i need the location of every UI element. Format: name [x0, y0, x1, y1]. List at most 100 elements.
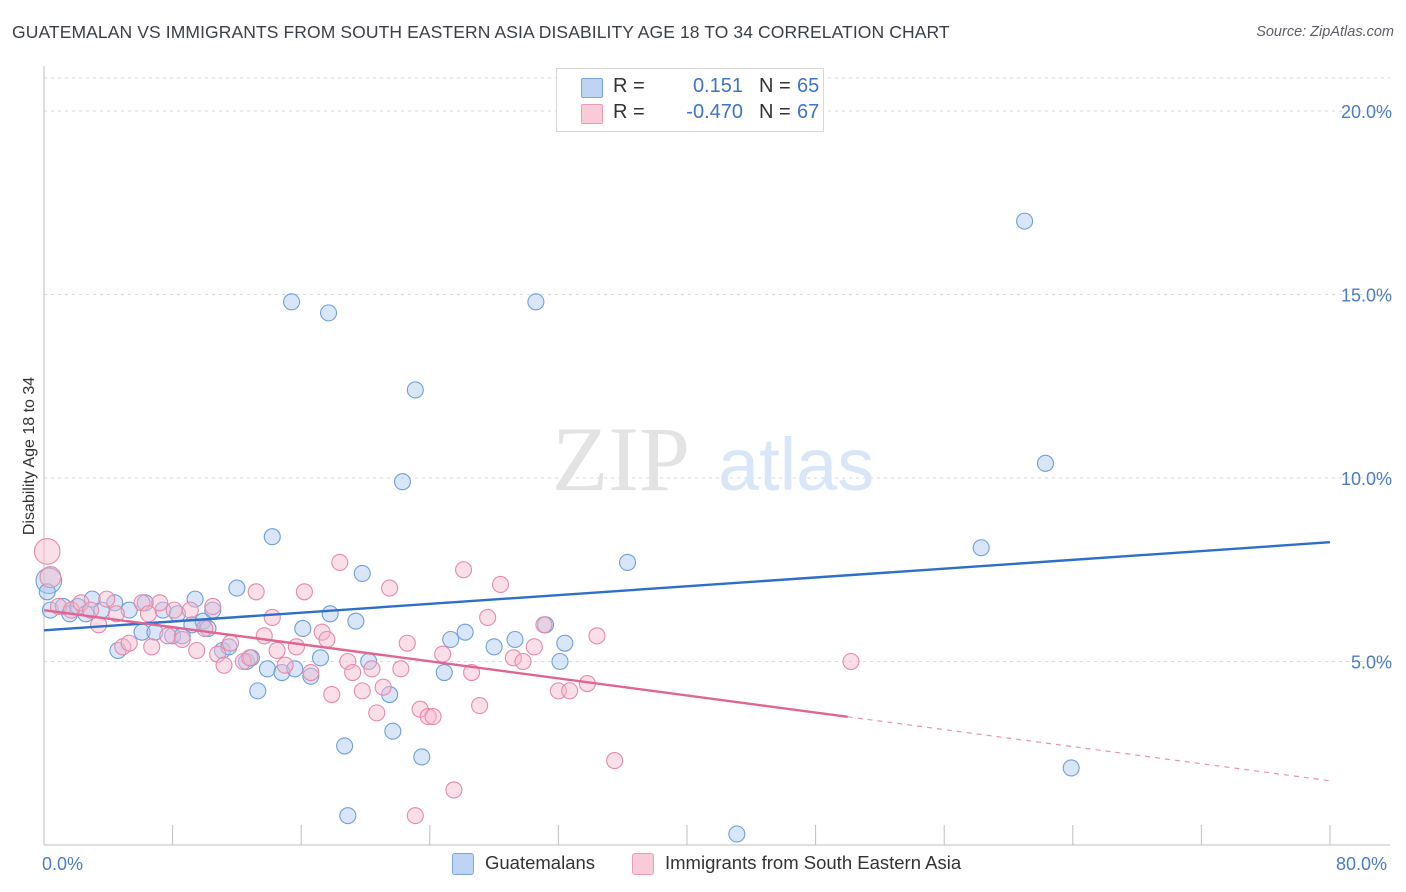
point-guatemalans-29 [258, 660, 276, 678]
point-sea-59 [504, 649, 522, 667]
axes [43, 66, 1390, 846]
point-sea-30 [268, 641, 286, 660]
x-tick-label-min: 0.0% [42, 854, 83, 874]
series-sea-immigrants-points [33, 538, 860, 825]
point-guatemalans-40 [339, 807, 357, 825]
point-sea-24 [221, 634, 240, 652]
point-guatemalans-53 [506, 630, 524, 649]
point-sea-41 [353, 682, 371, 700]
point-guatemalans-19 [186, 590, 204, 608]
point-sea-48 [406, 807, 424, 825]
series-legend: Guatemalans Immigrants from South Easter… [0, 852, 1406, 878]
point-sea-20 [196, 619, 214, 638]
legend-swatch-pink [581, 104, 603, 124]
point-guatemalans-33 [286, 660, 304, 678]
point-sea-38 [331, 553, 349, 571]
y-tick-label-0: 5.0% [1351, 653, 1392, 673]
point-sea-44 [374, 678, 392, 696]
point-guatemalans-52 [485, 638, 503, 656]
point-guatemalans-54 [527, 293, 545, 311]
point-guatemalans-39 [336, 737, 354, 755]
point-guatemalans-10 [120, 601, 138, 619]
series-guatemalans-points [35, 212, 1080, 843]
point-sea-23 [215, 656, 233, 674]
trend-lines [43, 541, 1331, 782]
legend-r-value: -0.470 [686, 101, 743, 123]
point-sea-68 [588, 627, 606, 645]
point-sea-51 [424, 708, 442, 726]
legend-n-label: N = [759, 75, 791, 97]
point-sea-52 [434, 645, 452, 663]
point-sea-37 [323, 685, 341, 704]
point-sea-54 [455, 561, 473, 579]
gridlines [44, 77, 1390, 663]
point-sea-64 [561, 682, 579, 700]
point-sea-8 [107, 605, 125, 623]
point-sea-14 [151, 594, 169, 612]
legend-swatch-blue [581, 78, 603, 98]
point-sea-60 [514, 652, 532, 671]
point-sea-22 [209, 645, 227, 663]
legend-swatch-blue [452, 853, 474, 875]
point-guatemalans-57 [556, 634, 574, 652]
point-sea-19 [188, 641, 206, 660]
correlation-legend: R = 0.151 N = 65 R = -0.470 N = 67 [556, 68, 824, 132]
point-guatemalans-6 [83, 590, 101, 608]
chart-title: GUATEMALAN VS IMMIGRANTS FROM SOUTH EAST… [12, 22, 950, 42]
point-sea-27 [247, 583, 265, 601]
legend-r-label: R = [613, 101, 645, 123]
point-guatemalans-56 [551, 652, 569, 671]
point-sea-10 [120, 634, 138, 652]
point-guatemalans-42 [353, 564, 371, 582]
y-tick-label-1: 10.0% [1341, 469, 1392, 489]
point-sea-31 [276, 656, 294, 674]
point-guatemalans-59 [728, 825, 746, 843]
point-guatemalans-30 [263, 528, 281, 546]
point-guatemalans-63 [1062, 759, 1080, 777]
trend-line-guatemalans [43, 541, 1331, 632]
point-guatemalans-38 [321, 605, 339, 623]
point-guatemalans-49 [435, 663, 453, 682]
legend-r-label: R = [613, 75, 645, 97]
point-sea-13 [143, 638, 161, 656]
point-sea-67 [842, 652, 860, 671]
point-sea-43 [368, 704, 386, 722]
point-sea-40 [344, 663, 362, 682]
point-sea-39 [339, 652, 357, 671]
point-guatemalans-0 [35, 567, 63, 595]
watermark-zip: ZIP [552, 408, 690, 510]
point-guatemalans-50 [442, 630, 460, 649]
point-sea-17 [173, 630, 191, 649]
point-sea-56 [471, 696, 489, 715]
point-sea-46 [392, 660, 410, 678]
point-sea-50 [419, 708, 437, 726]
source-label: Source: ZipAtlas.com [1256, 24, 1394, 40]
point-sea-34 [302, 663, 320, 682]
y-tick-label-3: 20.0% [1341, 102, 1392, 122]
y-tick-labels: 5.0% 10.0% 15.0% 20.0% [1341, 102, 1392, 672]
point-guatemalans-25 [228, 579, 246, 597]
point-sea-58 [491, 575, 510, 593]
point-sea-47 [398, 634, 416, 652]
point-sea-16 [165, 601, 183, 619]
point-sea-29 [263, 608, 281, 627]
point-sea-11 [133, 594, 151, 612]
legend-n-value: 65 [797, 75, 820, 97]
point-guatemalans-61 [1016, 212, 1034, 230]
point-sea-15 [159, 627, 177, 645]
point-sea-36 [318, 630, 336, 649]
y-tick-label-2: 15.0% [1341, 286, 1392, 306]
point-sea-61 [525, 638, 543, 656]
point-sea-53 [445, 781, 463, 799]
y-axis-label: Disability Age 18 to 34 [21, 377, 38, 535]
point-guatemalans-32 [283, 293, 301, 311]
point-guatemalans-51 [456, 623, 474, 641]
legend-item-label: Guatemalans [485, 852, 596, 873]
legend-swatch-pink [632, 853, 654, 875]
point-guatemalans-34 [294, 619, 312, 638]
point-sea-7 [98, 590, 116, 608]
point-guatemalans-47 [406, 381, 424, 399]
watermark-atlas: atlas [718, 423, 874, 506]
point-sea-0 [33, 538, 61, 565]
